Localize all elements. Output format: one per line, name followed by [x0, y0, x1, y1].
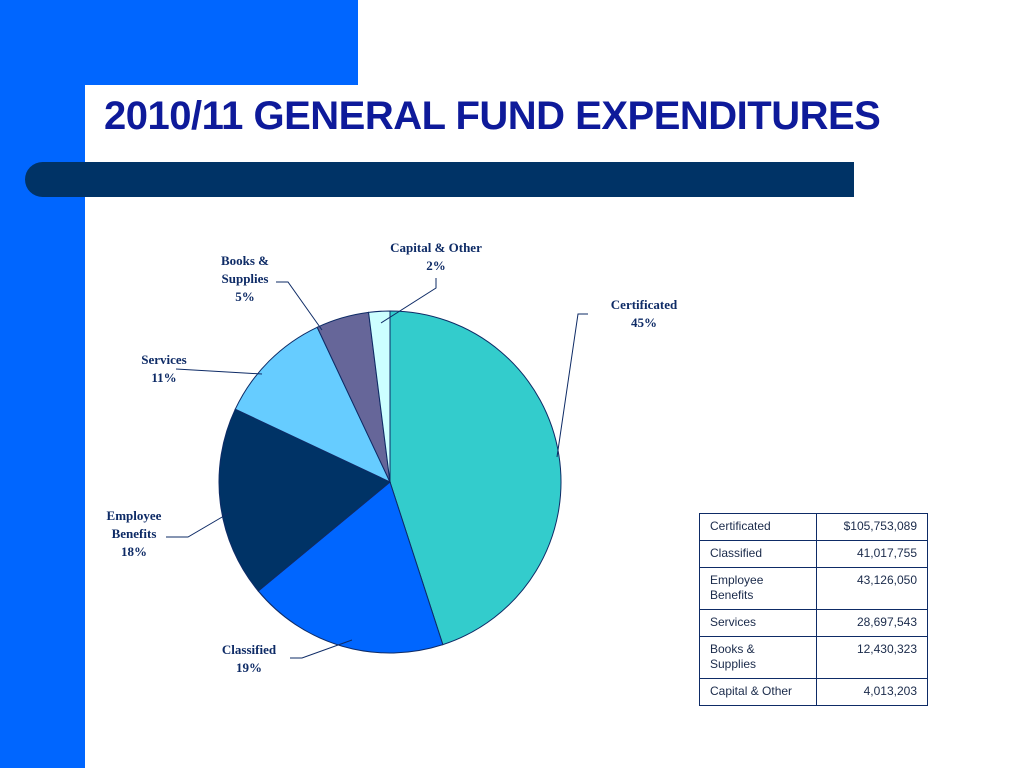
leader-line-services [175, 368, 263, 375]
table-amount-cell: 12,430,323 [816, 636, 928, 679]
top-accent-block [85, 0, 358, 85]
table-row: Employee Benefits 43,126,050 [699, 567, 928, 610]
leader-line-certificated [556, 313, 588, 458]
table-row: Services 28,697,543 [699, 609, 928, 637]
table-row: Capital & Other 4,013,203 [699, 678, 928, 706]
leader-line-books-and-supplies [276, 281, 323, 331]
table-amount-cell: $105,753,089 [816, 513, 928, 541]
slice-label-books-and-supplies: Books & Supplies 5% [221, 253, 269, 304]
title-panel [85, 85, 1024, 162]
pie-slice-services [234, 326, 392, 484]
pie-slice-employee-benefits [218, 408, 391, 592]
slice-label-employee-benefits: Employee Benefits 18% [107, 508, 162, 559]
left-accent-bar [0, 0, 85, 768]
title-underline-bar [25, 162, 854, 197]
pie-slice-classified [257, 481, 444, 654]
slice-label-classified: Classified 19% [222, 642, 277, 675]
table-category-cell: Classified [699, 540, 817, 568]
expenditures-table: Certificated $105,753,089 Classified 41,… [699, 513, 928, 706]
slide-title: 2010/11 GENERAL FUND EXPENDITURES [104, 94, 881, 138]
leader-line-capital-and-other [380, 278, 437, 324]
table-amount-cell: 43,126,050 [816, 567, 928, 610]
table-category-cell: Certificated [699, 513, 817, 541]
table-amount-cell: 28,697,543 [816, 609, 928, 637]
table-row: Certificated $105,753,089 [699, 513, 928, 541]
leader-line-employee-benefits [166, 512, 230, 538]
table-row: Classified 41,017,755 [699, 540, 928, 568]
table-category-cell: Services [699, 609, 817, 637]
table-row: Books & Supplies 12,430,323 [699, 636, 928, 679]
table-category-cell: Employee Benefits [699, 567, 817, 610]
pie-slice-certificated [389, 310, 562, 646]
slice-label-services: Services 11% [141, 352, 186, 385]
pie-slice-capital-and-other [368, 310, 391, 483]
slice-label-capital-and-other: Capital & Other 2% [390, 240, 482, 273]
table-category-cell: Books & Supplies [699, 636, 817, 679]
leader-line-classified [290, 639, 353, 659]
slice-label-certificated: Certificated 45% [611, 297, 678, 330]
table-category-cell: Capital & Other [699, 678, 817, 706]
table-amount-cell: 4,013,203 [816, 678, 928, 706]
table-amount-cell: 41,017,755 [816, 540, 928, 568]
